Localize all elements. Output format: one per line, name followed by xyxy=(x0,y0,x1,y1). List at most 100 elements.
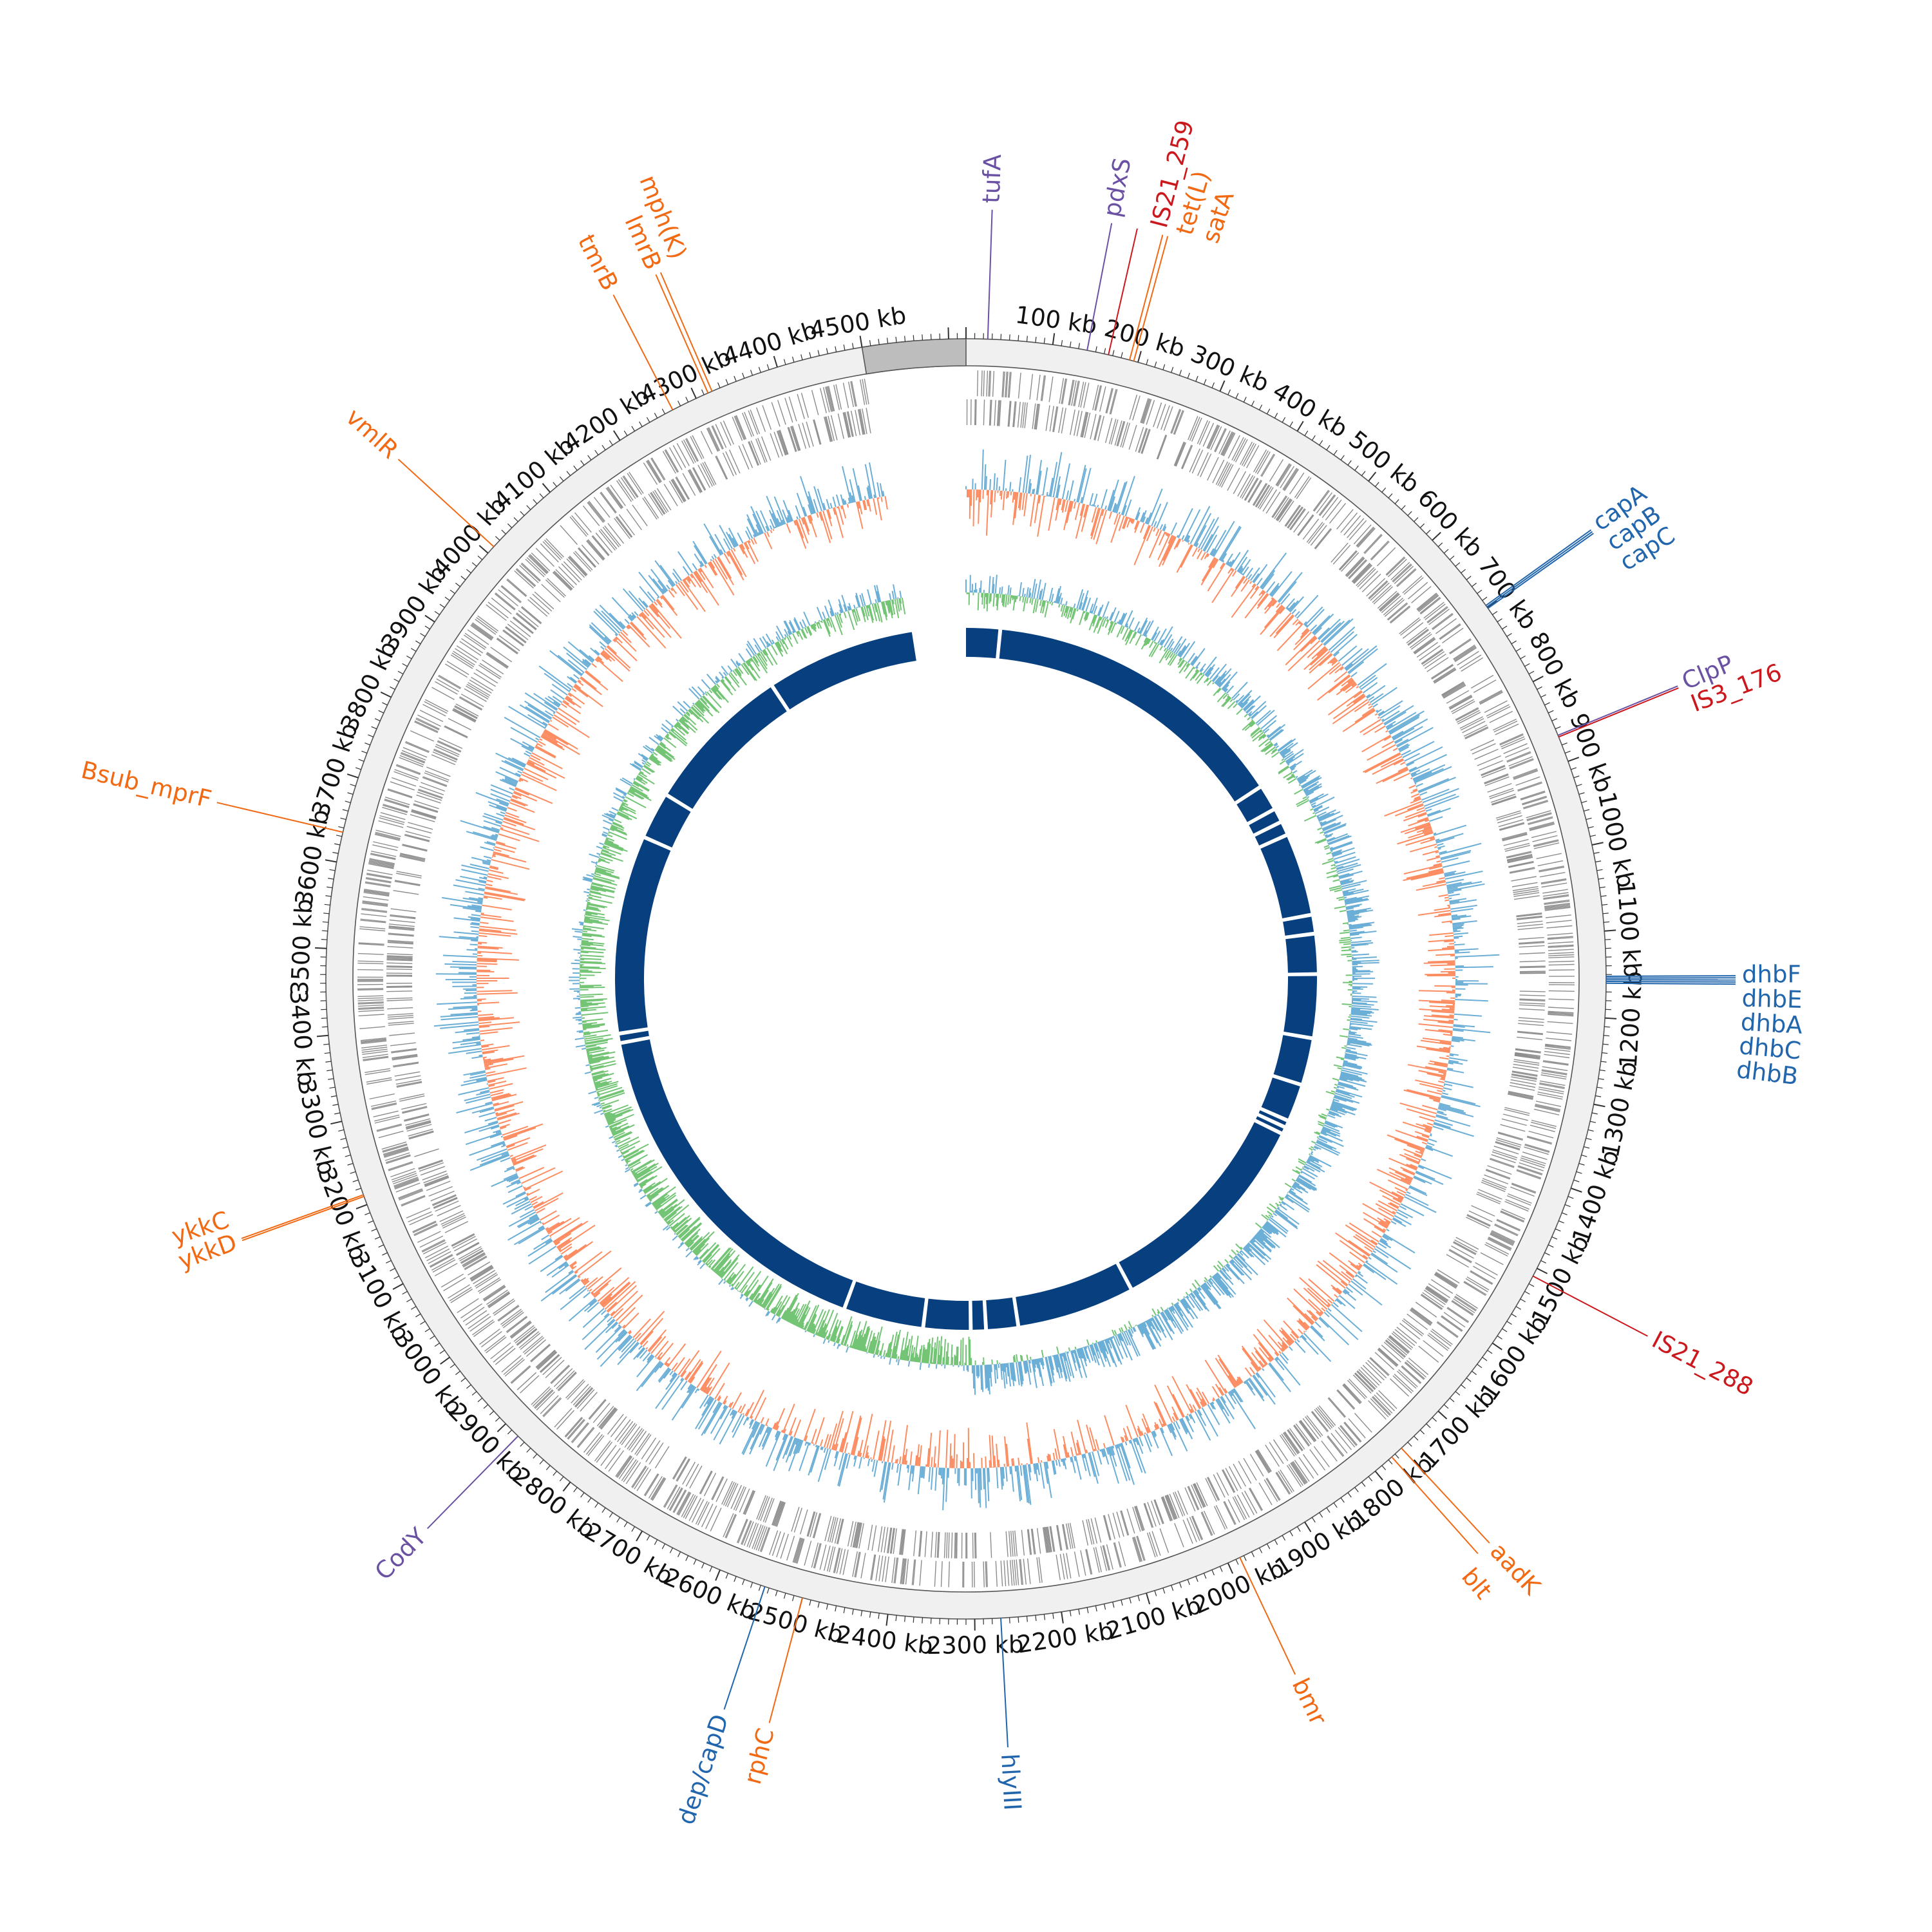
scale-tick xyxy=(520,1441,525,1447)
scale-tick xyxy=(1578,792,1585,795)
scale-tick xyxy=(725,1573,729,1579)
scale-tick xyxy=(1461,569,1466,574)
scale-tick xyxy=(340,1137,346,1141)
scale-tick xyxy=(1361,471,1366,477)
scale-tick xyxy=(1340,455,1345,460)
scale-tick xyxy=(380,691,392,698)
scale-tick xyxy=(542,483,551,493)
scale-tick xyxy=(489,1410,495,1416)
scale-tick xyxy=(1219,380,1226,392)
scale-label: 4500 kb xyxy=(808,301,908,345)
annotation-leader xyxy=(1239,1557,1296,1675)
scale-tick xyxy=(1515,1306,1522,1310)
scale-tick xyxy=(654,1539,658,1545)
synteny-block xyxy=(668,687,787,810)
scale-tick xyxy=(330,1121,343,1125)
scale-tick xyxy=(913,335,914,341)
annotation-label: rphC xyxy=(739,1725,780,1787)
scale-tick xyxy=(886,1614,889,1626)
scale-tick xyxy=(1354,465,1359,471)
scale-tick xyxy=(758,366,761,373)
scale-tick xyxy=(677,401,681,406)
scale-tick xyxy=(1584,809,1590,812)
scale-tick xyxy=(402,663,408,667)
scale-tick xyxy=(1052,333,1056,345)
scale-tick xyxy=(466,569,471,574)
scale-tick xyxy=(809,1600,811,1606)
scale-tick xyxy=(758,1585,761,1591)
scale-tick xyxy=(717,382,721,388)
annotation-leader xyxy=(1129,234,1164,361)
scale-tick xyxy=(766,1587,770,1594)
scale-tick xyxy=(1555,1228,1561,1232)
gc-skew-negative xyxy=(579,592,1353,1366)
scale-tick xyxy=(1600,1061,1607,1063)
scale-tick xyxy=(382,1252,388,1256)
scale-tick xyxy=(1492,1342,1502,1350)
scale-tick xyxy=(368,734,374,737)
synteny-block xyxy=(999,629,1259,802)
scale-tick xyxy=(1258,404,1263,410)
scale-tick xyxy=(1443,549,1449,554)
scale-tick xyxy=(1532,676,1544,683)
scale-tick xyxy=(1419,523,1425,528)
scale-tick xyxy=(1571,1188,1582,1193)
cds-forward-strand xyxy=(357,370,1575,1588)
scale-tick xyxy=(1274,413,1278,419)
synteny-block xyxy=(1249,811,1280,834)
synteny-block xyxy=(620,1030,649,1041)
scale-tick xyxy=(1146,1593,1151,1605)
scale-tick xyxy=(397,670,404,675)
scale-tick xyxy=(623,430,628,436)
scale-tick xyxy=(783,1593,786,1599)
scale-tick xyxy=(347,792,354,795)
scale-tick xyxy=(1381,1465,1387,1470)
scale-tick xyxy=(1466,576,1472,580)
scale-tick xyxy=(1340,1497,1345,1503)
scale-tick xyxy=(1591,842,1604,846)
scale-tick xyxy=(1243,1555,1247,1561)
scale-tick xyxy=(852,1609,854,1615)
scale-tick xyxy=(1078,1609,1080,1615)
scale-tick xyxy=(1162,364,1166,370)
scale-tick xyxy=(1203,379,1207,385)
annotation-leader xyxy=(1000,1618,1009,1748)
scale-tick xyxy=(835,1605,837,1612)
scale-tick xyxy=(1407,511,1412,516)
scale-tick xyxy=(539,1459,544,1464)
scale-tick xyxy=(750,370,753,376)
scale-tick xyxy=(434,1343,440,1347)
scale-tick xyxy=(1455,1391,1461,1396)
scale-tick xyxy=(1043,337,1046,344)
scale-tick xyxy=(1581,800,1587,804)
scale-tick xyxy=(1069,1610,1072,1616)
scale-tick xyxy=(1333,1502,1338,1508)
scale-tick xyxy=(1432,531,1441,541)
scale-tick xyxy=(601,1507,606,1513)
scale-tick xyxy=(410,1306,417,1310)
scale-tick xyxy=(800,354,803,361)
scale-tick xyxy=(1414,517,1419,522)
scale-tick xyxy=(1461,1384,1466,1389)
annotation-leader xyxy=(1557,685,1678,736)
scale-tick xyxy=(324,904,330,905)
synteny-block xyxy=(925,1298,969,1330)
scale-tick xyxy=(430,1335,435,1340)
scale-tick xyxy=(390,1267,395,1272)
scale-tick xyxy=(1311,1517,1316,1523)
scale-tick xyxy=(709,1566,713,1572)
scale-tick xyxy=(368,1220,374,1224)
scale-tick xyxy=(466,1384,471,1389)
synteny-block xyxy=(846,1282,925,1327)
scale-tick xyxy=(371,1228,377,1232)
scale-tick xyxy=(371,726,377,730)
scale-tick xyxy=(1227,1562,1234,1574)
scale-tick xyxy=(1235,1559,1239,1565)
scale-tick xyxy=(471,1391,477,1396)
scale-tick xyxy=(654,413,658,419)
scale-tick xyxy=(775,1590,778,1596)
scale-tick xyxy=(1593,1103,1605,1108)
annotation-leader xyxy=(242,1195,365,1242)
annotation-leader xyxy=(397,459,495,547)
scale-tick xyxy=(1548,1244,1554,1248)
